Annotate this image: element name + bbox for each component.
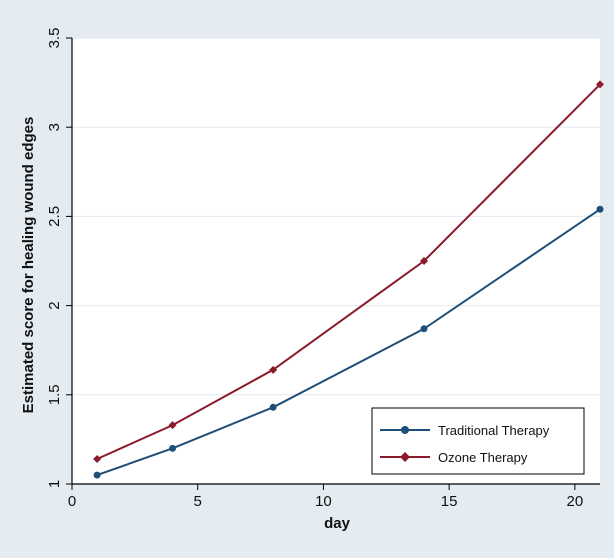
legend-marker-traditional — [401, 426, 409, 434]
data-point — [93, 455, 102, 464]
data-point — [420, 257, 428, 265]
x-ticks: 0 5 10 15 20 — [68, 484, 583, 510]
x-tick-label: 5 — [194, 493, 202, 510]
x-axis-title: day — [324, 515, 351, 532]
y-tick-label: 1.5 — [46, 384, 63, 405]
data-point — [168, 421, 177, 430]
y-ticks: 1 1.5 2 2.5 3 3.5 — [46, 28, 72, 488]
x-tick-label: 0 — [68, 493, 76, 510]
legend-box — [371, 407, 585, 475]
data-point — [269, 365, 278, 374]
legend-marker-ozone — [400, 452, 410, 462]
data-point — [596, 205, 604, 213]
data-point — [596, 80, 604, 89]
data-point — [169, 444, 177, 452]
series-group — [93, 80, 604, 479]
legend: Traditional Therapy Ozone Therapy — [371, 407, 585, 475]
y-tick-label: 2 — [46, 301, 63, 309]
legend-label-ozone: Ozone Therapy — [438, 450, 528, 465]
x-tick-label: 20 — [567, 493, 584, 510]
y-tick-label: 3 — [46, 123, 63, 131]
x-tick-label: 15 — [441, 493, 458, 510]
y-axis-title: Estimated score for healing wound edges — [20, 117, 37, 414]
y-tick-label: 1 — [46, 480, 63, 488]
y-tick-label: 2.5 — [46, 206, 63, 227]
data-point — [420, 325, 428, 333]
y-tick-label: 3.5 — [46, 28, 63, 49]
legend-label-traditional: Traditional Therapy — [438, 423, 550, 438]
data-point — [93, 471, 101, 479]
x-tick-label: 10 — [315, 493, 332, 510]
data-point — [269, 403, 277, 411]
